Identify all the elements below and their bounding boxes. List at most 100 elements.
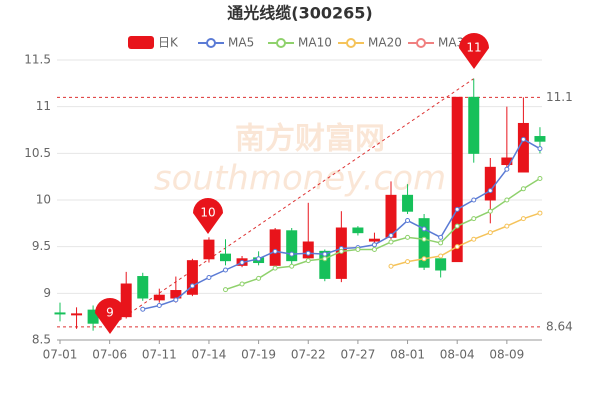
ma-point — [388, 239, 394, 245]
y-tick-label: 8.5 — [32, 333, 51, 347]
ma-point — [371, 242, 377, 248]
candle-body — [517, 122, 529, 173]
ma-point — [156, 302, 162, 308]
x-tick-label: 07-27 — [340, 348, 375, 362]
ma-point — [454, 223, 460, 229]
candle-body — [54, 312, 66, 315]
y-tick-label: 9.5 — [32, 239, 51, 253]
legend-marker — [276, 38, 286, 48]
candle-body — [153, 294, 165, 301]
candle-body — [418, 218, 430, 268]
candle-body — [302, 241, 314, 259]
annotation-pin: 9 — [95, 298, 125, 334]
ma-point — [371, 246, 377, 252]
ma-point — [438, 240, 444, 246]
y-tick-label: 11.5 — [24, 53, 51, 67]
y-tick-label: 9 — [43, 286, 51, 300]
ma-point — [520, 216, 526, 222]
ma-point — [504, 223, 510, 229]
y-tick-label: 11 — [36, 99, 51, 113]
ma-point — [405, 218, 411, 224]
y-tick-label: 10.5 — [24, 146, 51, 160]
ma-point — [537, 146, 543, 152]
legend-marker — [416, 38, 426, 48]
candle-body — [137, 276, 149, 299]
ma-point — [421, 236, 427, 242]
ma-point — [173, 297, 179, 303]
reference-label: 11.1 — [546, 90, 573, 104]
candle-body — [435, 258, 447, 271]
legend-label: MA20 — [368, 36, 402, 50]
annotation: 10 — [200, 206, 215, 220]
x-tick-label: 08-01 — [390, 348, 425, 362]
ma-point — [272, 265, 278, 271]
ma-point — [471, 236, 477, 242]
x-tick-label: 07-11 — [142, 348, 177, 362]
ma-point — [239, 281, 245, 287]
ma-point — [537, 176, 543, 182]
ma-point — [289, 251, 295, 257]
x-tick-label: 07-06 — [92, 348, 127, 362]
ma-point — [504, 166, 510, 172]
ma-point — [206, 274, 212, 280]
ma-point — [487, 230, 493, 236]
candle-body — [451, 96, 463, 263]
candle-body — [220, 253, 231, 262]
ma-point — [487, 188, 493, 194]
candle-body — [71, 313, 83, 316]
watermark-url: southmoney.com — [154, 159, 446, 199]
candle-body — [484, 166, 496, 201]
ma-point — [537, 210, 543, 216]
ma-point — [140, 306, 146, 312]
ma-point — [388, 263, 394, 269]
reference-label: 8.64 — [546, 319, 573, 333]
ma-point — [338, 248, 344, 254]
annotation: 9 — [106, 306, 114, 320]
candle-body — [385, 194, 397, 238]
ma-point — [355, 246, 361, 252]
ma-line — [390, 212, 541, 267]
candle-body — [402, 194, 414, 212]
candle-body — [186, 260, 198, 295]
candle-body — [203, 239, 215, 260]
x-tick-label: 07-22 — [291, 348, 326, 362]
annotation: 11 — [466, 41, 481, 55]
ma-point — [239, 260, 245, 266]
ma-point — [504, 197, 510, 203]
ma-point — [256, 256, 262, 262]
ma-point — [405, 259, 411, 265]
ma-point — [454, 206, 460, 212]
ma-point — [471, 216, 477, 222]
annotation-pin: 10 — [193, 198, 223, 234]
ma-point — [322, 256, 328, 262]
ma-point — [471, 197, 477, 203]
ma-point — [454, 244, 460, 250]
candle-body — [269, 229, 281, 266]
ma-point — [421, 256, 427, 262]
ma-point — [388, 232, 394, 238]
watermark-text: 南方财富网 — [235, 122, 385, 157]
candle-body — [352, 227, 364, 234]
ma-point — [256, 275, 262, 281]
ma-point — [520, 136, 526, 142]
candle-body — [468, 96, 480, 154]
ma-point — [223, 267, 228, 273]
ma-line — [225, 177, 541, 291]
legend-label: MA10 — [298, 36, 332, 50]
ma-point — [223, 287, 228, 293]
ma-point — [305, 250, 311, 256]
legend-marker — [346, 38, 356, 48]
trend-line — [109, 78, 475, 328]
legend-swatch — [128, 36, 154, 49]
ma-point — [421, 226, 427, 232]
legend-marker — [206, 38, 216, 48]
ma-point — [189, 283, 195, 289]
ma-point — [438, 253, 444, 259]
ma-point — [289, 263, 295, 269]
ma-point — [520, 186, 526, 192]
ma-point — [438, 234, 444, 240]
legend-label: MA5 — [228, 36, 254, 50]
annotation-pin: 11 — [459, 33, 489, 69]
candle-body — [368, 238, 380, 242]
